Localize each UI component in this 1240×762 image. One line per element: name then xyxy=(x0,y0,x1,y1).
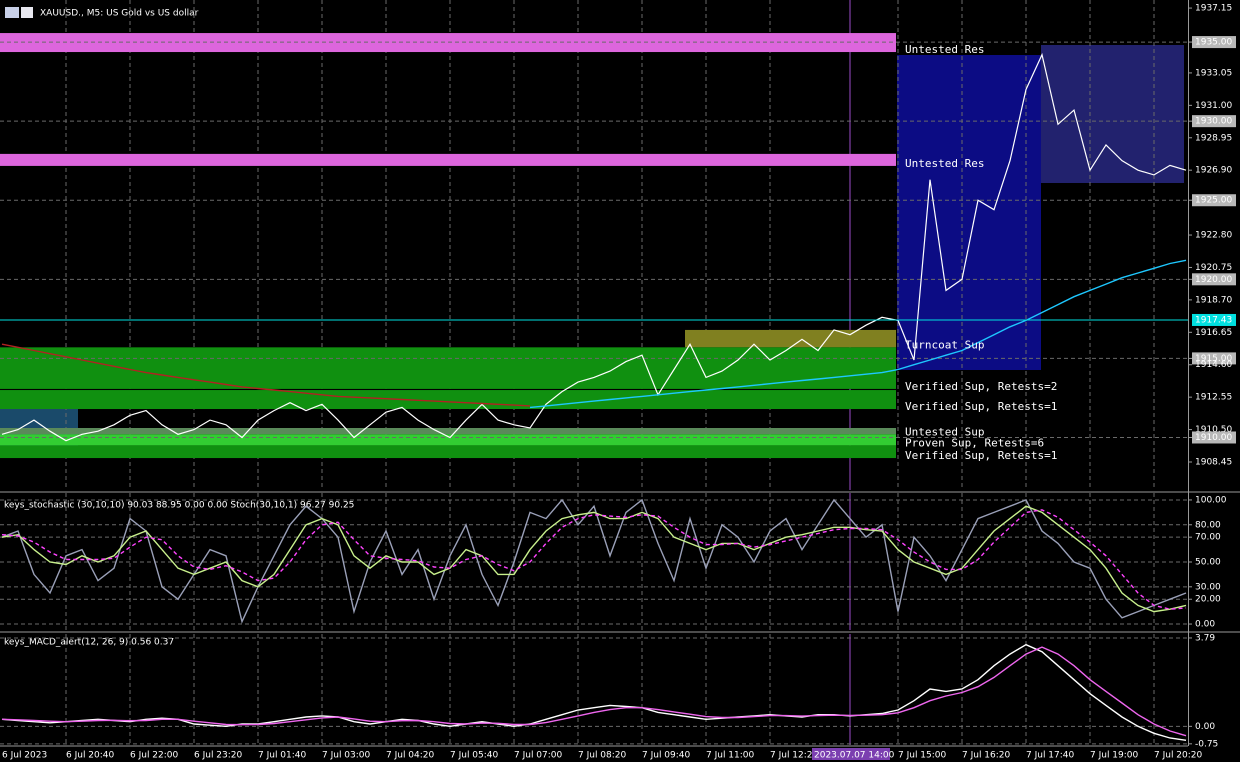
range-box xyxy=(897,55,1041,370)
zone-label: Verified Sup, Retests=1 xyxy=(905,449,1057,462)
zone-label: Untested Sup xyxy=(905,425,984,438)
sr-zone xyxy=(0,347,896,389)
y-tick-label: 0.00 xyxy=(1195,722,1215,732)
y-tick-label: 1910.50 xyxy=(1195,425,1232,435)
y-tick-label: 30.00 xyxy=(1195,582,1221,592)
x-tick-label: 7 Jul 03:00 xyxy=(322,751,371,761)
y-tick-label: 1937.15 xyxy=(1195,4,1232,14)
series-line xyxy=(1,52,1187,442)
x-tick-label: 7 Jul 08:20 xyxy=(578,751,627,761)
x-tick-label: 7 Jul 20:20 xyxy=(1154,751,1203,761)
tick-label-bg xyxy=(1192,36,1236,49)
sr-zone xyxy=(0,427,896,435)
x-tick-label: 6 Jul 20:40 xyxy=(66,751,115,761)
zone-label: Turncoat Sup xyxy=(905,338,984,351)
sr-zone xyxy=(0,153,896,166)
tick-label-bg xyxy=(1192,352,1236,365)
y-tick-label: 1933.05 xyxy=(1195,68,1232,78)
zone-label: Verified Sup, Retests=1 xyxy=(905,400,1057,413)
x-tick-label: 7 Jul 15:00 xyxy=(898,751,947,761)
series-line xyxy=(1,646,1187,737)
y-tick-label: 1910.00 xyxy=(1195,433,1232,443)
tick-label-bg xyxy=(1192,115,1236,128)
y-tick-label: 1935.00 xyxy=(1195,38,1232,48)
x-tick-label: 7 Jul 11:00 xyxy=(706,751,755,761)
indicator-title: keys_stochastic (30,10,10) 90.03 88.95 0… xyxy=(4,501,354,511)
x-tick-label: 7 Jul 05:40 xyxy=(450,751,499,761)
sr-zone xyxy=(0,390,896,410)
x-tick-label: 7 Jul 17:40 xyxy=(1026,751,1075,761)
x-tick-label: 7 Jul 01:40 xyxy=(258,751,307,761)
y-tick-label: 0.00 xyxy=(1195,620,1215,630)
y-tick-label: 1908.45 xyxy=(1195,458,1232,468)
tick-label-bg xyxy=(1192,431,1236,444)
y-tick-label: 1920.75 xyxy=(1195,263,1232,273)
x-tick-label: 7 Jul 19:00 xyxy=(1090,751,1139,761)
indicator-title: keys_MACD_alert(12, 26, 9) 0.56 0.37 xyxy=(4,638,174,648)
y-tick-label: 1916.65 xyxy=(1195,328,1232,338)
tick-label-bg xyxy=(1192,194,1236,207)
y-tick-label: 1922.80 xyxy=(1195,231,1232,241)
zone-label: Proven Sup, Retests=6 xyxy=(905,436,1044,449)
overlay-boxes xyxy=(0,45,1184,455)
y-tick-label: 1925.00 xyxy=(1195,196,1232,206)
y-tick-label: 50.00 xyxy=(1195,557,1221,567)
y-tick-label: 1928.95 xyxy=(1195,133,1232,143)
zone-label: Untested Res xyxy=(905,43,984,56)
y-tick-label: -0.75 xyxy=(1195,739,1218,749)
x-tick-label: 6 Jul 23:20 xyxy=(194,751,243,761)
series-line xyxy=(1,343,531,407)
crosshair-label-bg xyxy=(812,748,890,760)
y-tick-label: 20.00 xyxy=(1195,595,1221,605)
x-tick-label: 6 Jul 22:00 xyxy=(130,751,179,761)
y-tick-label: 1914.60 xyxy=(1195,360,1232,370)
x-tick-label: 2023.07.07 14:00 xyxy=(814,751,895,761)
y-tick-label: 1920.00 xyxy=(1195,275,1232,285)
price-label-bg xyxy=(1192,313,1236,326)
chart-icon xyxy=(21,7,33,18)
sr-zone xyxy=(0,445,896,459)
y-tick-label: 100.00 xyxy=(1195,495,1227,505)
x-tick-label: 7 Jul 12:20 xyxy=(770,751,819,761)
x-tick-label: 7 Jul 16:20 xyxy=(962,751,1011,761)
chart-title: XAUUSD., M5: US Gold vs US dollar xyxy=(40,9,199,19)
x-tick-label: 7 Jul 04:20 xyxy=(386,751,435,761)
range-box xyxy=(1041,45,1184,183)
tick-label-bg xyxy=(1192,273,1236,286)
x-tick-label: 6 Jul 2023 xyxy=(2,751,47,761)
x-tick-label: 7 Jul 09:40 xyxy=(642,751,691,761)
y-tick-label: 1912.55 xyxy=(1195,393,1232,403)
price-label: 1917.43 xyxy=(1195,315,1232,325)
series-line xyxy=(1,498,1187,624)
y-tick-label: 1930.00 xyxy=(1195,117,1232,127)
x-tick-label: 7 Jul 07:00 xyxy=(514,751,563,761)
y-tick-label: 70.00 xyxy=(1195,533,1221,543)
y-tick-label: 3.79 xyxy=(1195,633,1215,643)
sr-zone xyxy=(685,329,896,348)
y-tick-label: 1915.00 xyxy=(1195,354,1232,364)
series-line xyxy=(1,643,1187,741)
chart-icon xyxy=(5,7,19,18)
y-tick-label: 1918.70 xyxy=(1195,295,1232,305)
zone-label: Untested Res xyxy=(905,157,984,170)
series-line xyxy=(1,509,1187,610)
zone-label: Verified Sup, Retests=2 xyxy=(905,380,1057,393)
series-line xyxy=(529,259,1187,409)
y-tick-label: 1926.90 xyxy=(1195,166,1232,176)
y-tick-label: 1931.00 xyxy=(1195,101,1232,111)
sr-zone xyxy=(0,434,896,446)
series-line xyxy=(1,505,1187,613)
y-tick-label: 80.00 xyxy=(1195,520,1221,530)
